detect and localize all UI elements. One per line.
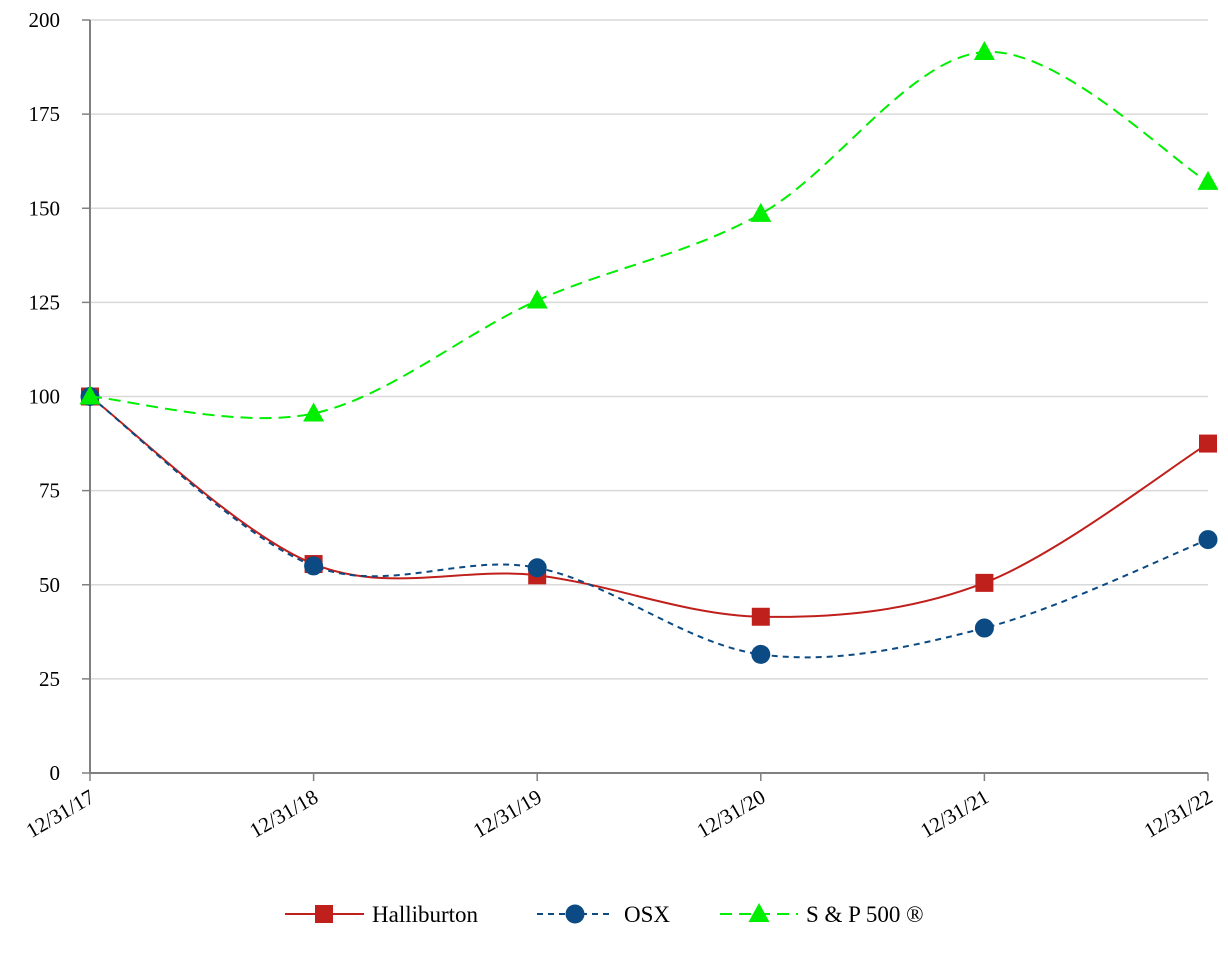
x-tick-label: 12/31/17 xyxy=(22,785,99,843)
series-line-s-p-500 xyxy=(89,50,1209,420)
data-point-osx xyxy=(527,558,547,578)
x-tick-label: 12/31/20 xyxy=(693,785,770,843)
data-point-osx xyxy=(1198,530,1218,550)
data-point-s-p-500 xyxy=(750,202,772,222)
y-tick-label: 100 xyxy=(29,385,61,409)
x-tick-label: 12/31/19 xyxy=(469,785,546,843)
y-tick-label: 175 xyxy=(29,102,61,126)
series-layer xyxy=(79,41,1219,664)
legend-item-osx: OSX xyxy=(537,902,670,927)
series-line-osx xyxy=(89,395,1209,659)
data-point-osx xyxy=(974,618,994,638)
legend-label: Halliburton xyxy=(372,902,479,927)
gridlines xyxy=(90,19,1208,680)
y-tick-label: 75 xyxy=(39,479,60,503)
data-point-s-p-500 xyxy=(303,402,325,422)
legend-item-halliburton: Halliburton xyxy=(285,902,479,927)
legend-marker xyxy=(748,903,770,922)
y-tick-label: 50 xyxy=(39,573,60,597)
data-point-s-p-500 xyxy=(1197,170,1219,190)
legend: Halliburton OSX S & P 500 ® xyxy=(285,902,924,927)
legend-label: S & P 500 ® xyxy=(806,902,924,927)
x-axis-tick-labels: 12/31/17 12/31/18 12/31/19 12/31/20 12/31/21… xyxy=(22,785,1217,843)
y-tick-label: 150 xyxy=(29,196,61,220)
y-tick-label: 125 xyxy=(29,290,61,314)
data-point-halliburton xyxy=(975,573,994,592)
series-s-p-500 xyxy=(79,41,1219,422)
data-point-s-p-500 xyxy=(526,289,548,309)
y-tick-label: 0 xyxy=(50,761,61,785)
legend-label: OSX xyxy=(624,902,670,927)
y-axis-tick-labels: 0 25 50 75 100 125 150 175 200 xyxy=(29,8,61,785)
data-point-osx xyxy=(751,644,771,664)
x-tick-label: 12/31/18 xyxy=(245,785,322,843)
legend-marker xyxy=(565,904,585,924)
legend-item-s-p-500: S & P 500 ® xyxy=(720,902,924,927)
series-osx xyxy=(80,387,1218,664)
data-point-s-p-500 xyxy=(973,41,995,61)
legend-marker xyxy=(315,905,333,923)
series-line-halliburton xyxy=(89,395,1209,618)
data-point-s-p-500 xyxy=(79,385,101,405)
y-tick-label: 25 xyxy=(39,667,60,691)
x-tick-label: 12/31/21 xyxy=(916,785,993,843)
data-point-osx xyxy=(304,556,324,576)
series-halliburton xyxy=(81,387,1217,626)
data-point-halliburton xyxy=(751,607,770,626)
y-tick-label: 200 xyxy=(29,8,61,32)
data-point-halliburton xyxy=(1199,434,1217,453)
axes xyxy=(82,19,1209,781)
x-tick-label: 12/31/22 xyxy=(1140,785,1217,843)
